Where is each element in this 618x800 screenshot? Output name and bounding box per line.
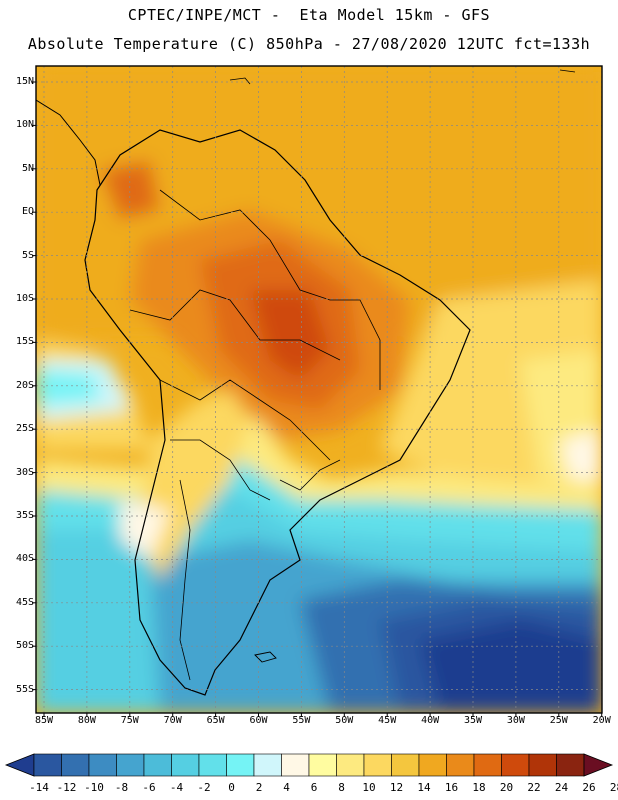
colorbar-swatch	[171, 753, 200, 777]
lat-label: 15S	[15, 336, 34, 348]
colorbar-left-arrow	[4, 753, 35, 777]
colorbar-swatch	[528, 753, 557, 777]
colorbar-label: 10	[362, 781, 376, 794]
colorbar-label: -10	[84, 781, 104, 794]
lon-label: 30W	[506, 715, 525, 726]
lat-label: 35S	[15, 510, 34, 521]
colorbar-label: 14	[417, 781, 431, 794]
continent-outline	[84, 129, 471, 696]
colorbar-label: 24	[554, 781, 569, 794]
lat-label: 50S	[15, 640, 34, 652]
lon-label: 40W	[421, 715, 440, 726]
colorbar	[4, 753, 614, 777]
colorbar-swatch	[143, 753, 172, 777]
colorbar-swatch	[336, 753, 365, 777]
lon-label: 75W	[120, 715, 139, 726]
colorbar-swatch	[33, 753, 62, 777]
lat-label: 30S	[15, 466, 34, 478]
lon-label: 35W	[463, 715, 483, 726]
lon-label: 25W	[549, 715, 568, 726]
colorbar-swatch	[556, 753, 585, 777]
lat-label: 5S	[21, 249, 34, 261]
lat-label: 10S	[15, 293, 34, 304]
colorbar-label: -2	[197, 781, 211, 794]
colorbar-swatch	[253, 753, 282, 777]
colorbar-label: 6	[310, 781, 318, 794]
lon-label: 55W	[292, 715, 311, 726]
lat-label: 20S	[15, 379, 34, 391]
colorbar-swatch	[391, 753, 420, 777]
lon-label: 65W	[206, 715, 225, 726]
colorbar-label: 2	[255, 781, 263, 794]
colorbar-swatch	[88, 753, 117, 777]
lat-label: 25S	[15, 423, 34, 435]
colorbar-label: 0	[228, 781, 235, 794]
map-title-line1: CPTEC/INPE/MCT - Eta Model 15km - GFS	[127, 6, 491, 24]
colorbar-label: 28	[609, 781, 618, 794]
colorbar-swatch	[473, 753, 502, 777]
colorbar-swatch	[198, 753, 227, 777]
lon-label: 45W	[378, 715, 397, 726]
colorbar-label: 16	[444, 781, 459, 794]
lat-label: 40S	[15, 553, 34, 565]
colorbar-swatch	[61, 753, 90, 777]
lat-label: 5N	[21, 162, 34, 174]
colorbar-swatch	[308, 753, 337, 777]
colorbar-swatch	[363, 753, 392, 777]
lon-label: 70W	[163, 715, 182, 726]
colorbar-swatch	[226, 753, 255, 777]
lon-label: 60W	[249, 715, 268, 726]
colorbar-label: -4	[169, 781, 184, 794]
colorbar-label: -6	[142, 781, 156, 794]
colorbar-swatch	[446, 753, 475, 777]
colorbar-swatch	[116, 753, 145, 777]
lat-label: 10N	[15, 119, 34, 131]
colorbar-swatch	[501, 753, 530, 777]
colorbar-label: -8	[114, 781, 129, 794]
colorbar-label: -14	[29, 781, 49, 794]
map-frame	[35, 65, 603, 714]
lat-label: 15N	[15, 76, 34, 87]
temperature-map	[32, 65, 603, 717]
colorbar-label: 8	[338, 781, 345, 794]
lon-label: 50W	[335, 715, 354, 726]
colorbar-label: 26	[582, 781, 596, 794]
graticule-grid	[36, 66, 603, 713]
colorbar-label: 18	[472, 781, 486, 794]
lon-label: 85W	[34, 715, 54, 726]
map-title-line2: Absolute Temperature (C) 850hPa - 27/08/…	[27, 35, 591, 53]
lat-label: 55S	[15, 683, 34, 695]
colorbar-label: 20	[499, 781, 514, 794]
colorbar-swatch	[418, 753, 447, 777]
colorbar-swatch	[281, 753, 310, 777]
lat-label: 45S	[15, 596, 34, 608]
colorbar-label: 12	[389, 781, 404, 794]
colorbar-label: 4	[283, 781, 290, 794]
colorbar-right-arrow	[583, 753, 614, 777]
colorbar-label: -12	[56, 781, 77, 794]
lon-label: 20W	[592, 715, 611, 726]
lon-label: 80W	[77, 715, 96, 726]
colorbar-label: 22	[527, 781, 541, 794]
lat-label: EQ	[21, 206, 34, 218]
